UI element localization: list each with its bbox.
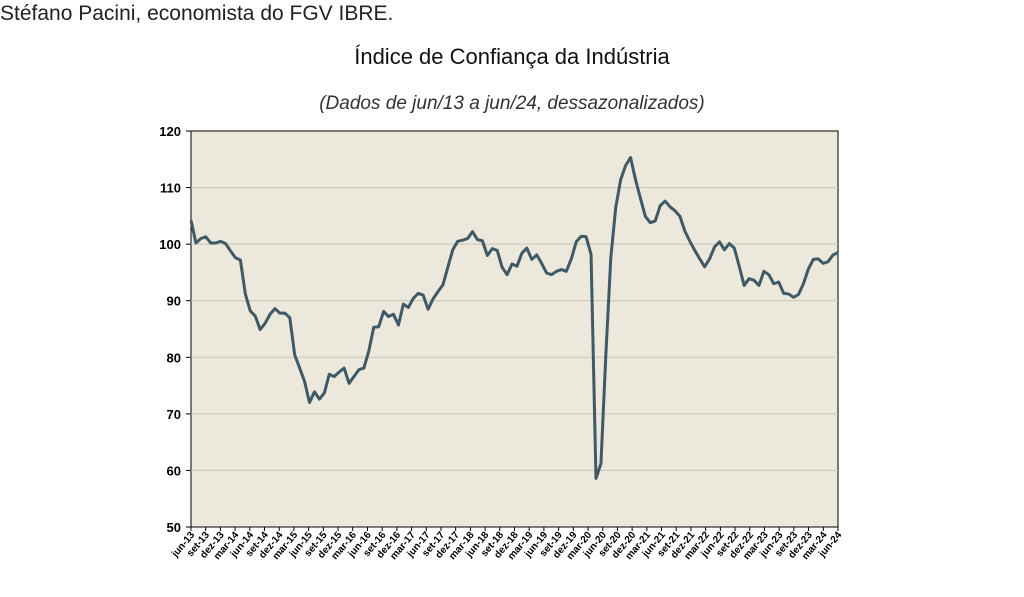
y-tick-label: 60 bbox=[167, 463, 181, 478]
chart-subtitle: (Dados de jun/13 a jun/24, dessazonaliza… bbox=[319, 93, 705, 114]
y-axis: 50 60 70 80 90 100 110 120 bbox=[159, 124, 191, 535]
x-axis: jun-13set-13dez-13mar-14jun-14set-14dez-… bbox=[169, 527, 845, 562]
byline: Stéfano Pacini, economista do FGV IBRE. bbox=[0, 2, 394, 25]
y-tick-label: 120 bbox=[159, 124, 181, 139]
y-tick-label: 90 bbox=[167, 294, 181, 309]
series-group bbox=[189, 156, 839, 480]
y-tick-label: 80 bbox=[167, 350, 181, 365]
y-tick-label: 50 bbox=[167, 520, 181, 535]
plot-area bbox=[190, 130, 839, 528]
series-line bbox=[189, 156, 839, 480]
y-tick-label: 110 bbox=[160, 181, 181, 196]
chart-title: Índice de Confiança da Indústria bbox=[354, 44, 670, 69]
y-tick-label: 100 bbox=[159, 237, 181, 252]
y-tick-label: 70 bbox=[167, 407, 181, 422]
